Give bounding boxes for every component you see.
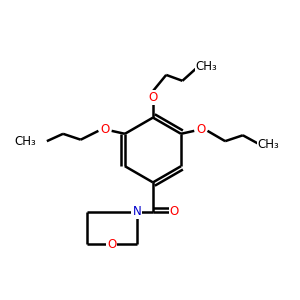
Text: O: O: [196, 123, 205, 136]
Text: O: O: [148, 92, 158, 104]
Text: O: O: [170, 205, 179, 218]
Text: N: N: [132, 205, 141, 218]
Text: N: N: [132, 205, 141, 218]
Text: CH₃: CH₃: [258, 138, 279, 151]
Text: CH₃: CH₃: [196, 60, 217, 73]
Text: CH₃: CH₃: [15, 135, 37, 148]
Text: O: O: [100, 123, 110, 136]
Text: O: O: [107, 238, 116, 251]
